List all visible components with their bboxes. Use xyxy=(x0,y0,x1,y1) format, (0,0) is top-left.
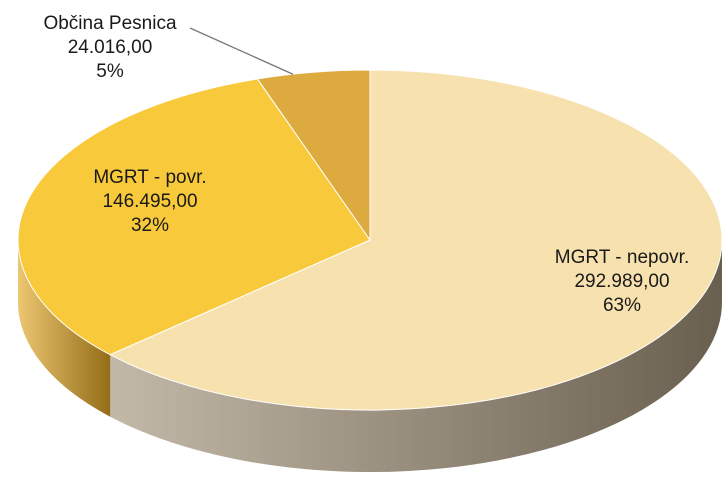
slice-side-shade xyxy=(110,240,722,473)
slice xyxy=(17,78,371,356)
percent-label: 32% xyxy=(131,215,169,236)
category-label: Občina Pesnica xyxy=(43,13,177,34)
percent-label: 5% xyxy=(96,61,124,82)
leader-line xyxy=(189,27,294,75)
slice-side-shade xyxy=(18,240,111,417)
value-label: 24.016,00 xyxy=(68,37,153,58)
slice xyxy=(109,69,723,411)
percent-label: 63% xyxy=(603,295,641,316)
category-label: MGRT - nepovr. xyxy=(555,247,689,268)
value-label: 292.989,00 xyxy=(574,271,669,292)
value-label: 146.495,00 xyxy=(102,191,197,212)
slice xyxy=(256,69,371,242)
category-label: MGRT - povr. xyxy=(93,167,206,188)
